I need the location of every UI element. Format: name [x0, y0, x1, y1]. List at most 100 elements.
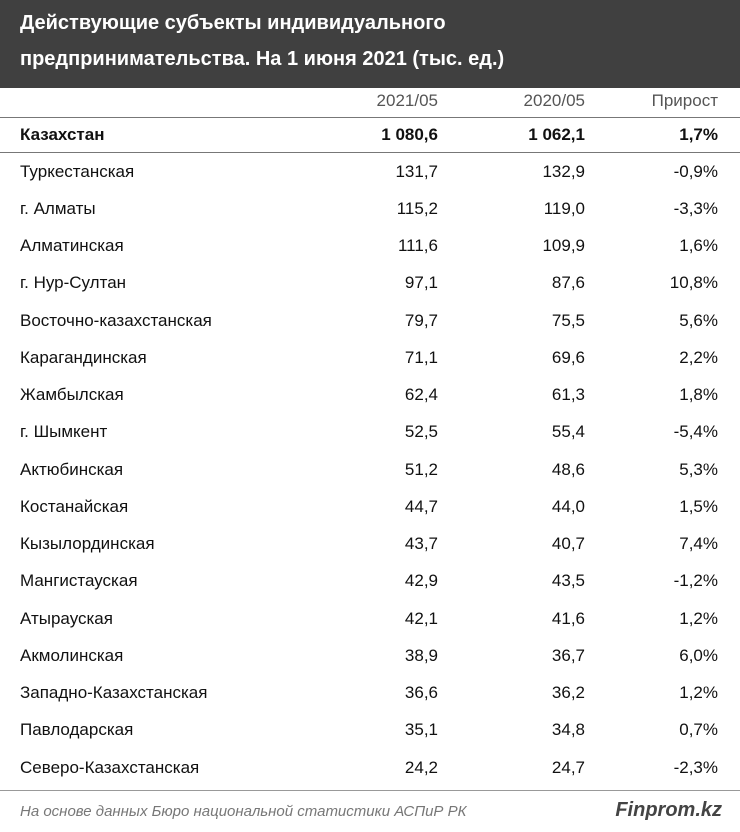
separator: [0, 152, 740, 153]
cell-value: -2,3%: [673, 757, 718, 777]
region-row: г. Шымкент 52,5 55,4 -5,4%: [0, 414, 740, 451]
cell-value: 69,6: [551, 347, 585, 367]
cell-value: 48,6: [551, 459, 585, 479]
cell-value: 109,9: [542, 236, 585, 255]
region-row: Акмолинская 38,9 36,7 6,0%: [0, 637, 740, 674]
region-row: Жамбылская 62,4 61,3 1,8%: [0, 377, 740, 414]
cell-value: 55,4: [551, 422, 585, 442]
cell-value: 1,8%: [679, 385, 718, 404]
cell-value: 79,7: [404, 310, 438, 330]
region-row: Западно-Казахстанская 36,6 36,2 1,2%: [0, 675, 740, 712]
title-line: Действующие субъекты индивидуального: [20, 12, 446, 34]
cell-value: 62,4: [404, 385, 438, 404]
footer: На основе данных Бюро национальной стати…: [0, 790, 740, 832]
cell-value: 51,2: [404, 459, 438, 479]
region-name: Павлодарская: [20, 720, 134, 740]
region-row: Актюбинская 51,2 48,6 5,3%: [0, 451, 740, 488]
column-header-row: 2021/05 2020/05 Прирост: [0, 82, 740, 119]
cell-value: 87,6: [551, 273, 585, 293]
region-name: Актюбинская: [20, 459, 124, 479]
region-name: Карагандинская: [20, 347, 147, 367]
source-note: На основе данных Бюро национальной стати…: [20, 803, 467, 820]
region-row: Алматинская 111,6 109,9 1,6%: [0, 228, 740, 265]
cell-value: 7,4%: [679, 534, 718, 553]
cell-value: 2,2%: [679, 347, 718, 367]
region-row: Костанайская 44,7 44,0 1,5%: [0, 488, 740, 525]
region-row: г. Алматы 115,2 119,0 -3,3%: [0, 190, 740, 227]
cell-value: 24,2: [404, 757, 438, 777]
cell-value: 75,5: [551, 310, 585, 330]
region-name: Туркестанская: [20, 161, 135, 181]
region-name: г. Нур-Султан: [20, 273, 127, 293]
cell-value: 38,9: [404, 645, 438, 665]
cell-value: 111,6: [397, 236, 438, 255]
region-name: Жамбылская: [20, 385, 124, 404]
region-name: Восточно-казахстанская: [20, 310, 212, 330]
cell-value: -0,9%: [673, 161, 718, 181]
column-header: 2021/05: [376, 90, 438, 110]
region-name: Казахстан: [20, 124, 105, 144]
cell-value: 115,2: [396, 198, 438, 218]
cell-value: -1,2%: [673, 571, 718, 591]
cell-value: 1 062,1: [528, 124, 585, 144]
cell-value: 10,8%: [669, 273, 718, 293]
cell-value: 1,6%: [679, 236, 718, 255]
cell-value: 1,2%: [679, 683, 718, 702]
cell-value: 5,6%: [679, 310, 718, 330]
header: Действующие субъекты индивидуального пре…: [0, 0, 740, 88]
cell-value: 131,7: [395, 161, 438, 181]
region-row: Карагандинская 71,1 69,6 2,2%: [0, 339, 740, 376]
region-row: Туркестанская 131,7 132,9 -0,9%: [0, 153, 740, 190]
column-header: 2020/05: [523, 90, 585, 110]
cell-value: 40,7: [551, 534, 585, 553]
region-name: г. Шымкент: [20, 422, 108, 442]
region-name: Мангистауская: [20, 571, 138, 591]
cell-value: 132,9: [542, 161, 585, 181]
region-name: Северо-Казахстанская: [20, 757, 200, 777]
cell-value: 44,7: [404, 496, 438, 516]
cell-value: 34,8: [551, 720, 585, 740]
region-row: Мангистауская 42,9 43,5 -1,2%: [0, 563, 740, 600]
cell-value: 42,9: [404, 571, 438, 591]
cell-value: 6,0%: [679, 645, 718, 665]
cell-value: 119,0: [543, 198, 585, 218]
column-header: Прирост: [651, 90, 718, 110]
region-row: г. Нур-Султан 97,1 87,6 10,8%: [0, 265, 740, 302]
region-row: Северо-Казахстанская 24,2 24,7 -2,3%: [0, 749, 740, 786]
cell-value: 1,7%: [679, 124, 718, 144]
region-row: Восточно-казахстанская 79,7 75,5 5,6%: [0, 302, 740, 339]
cell-value: 1,2%: [679, 608, 718, 628]
cell-value: 5,3%: [679, 459, 718, 479]
cell-value: 43,7: [404, 534, 438, 553]
cell-value: 44,0: [551, 496, 585, 516]
cell-value: 0,7%: [679, 720, 718, 740]
region-name: Кызылординская: [20, 534, 155, 553]
cell-value: 36,2: [551, 683, 585, 702]
cell-value: 1 080,6: [381, 124, 438, 144]
cell-value: 71,1: [404, 347, 438, 367]
cell-value: -3,3%: [673, 198, 718, 218]
cell-value: 61,3: [551, 385, 585, 404]
brand: Finprom.kz: [615, 799, 722, 821]
title-line: предпринимательства. На 1 июня 2021 (тыс…: [20, 48, 505, 70]
total-row: Казахстан 1 080,6 1 062,1 1,7%: [0, 116, 740, 153]
cell-value: 36,7: [551, 645, 585, 665]
region-row: Павлодарская 35,1 34,8 0,7%: [0, 712, 740, 749]
cell-value: 52,5: [404, 422, 438, 442]
region-name: г. Алматы: [20, 198, 96, 218]
cell-value: 42,1: [404, 608, 438, 628]
region-name: Алматинская: [20, 236, 124, 255]
cell-value: -5,4%: [673, 422, 718, 442]
cell-value: 43,5: [551, 571, 585, 591]
cell-value: 35,1: [404, 720, 438, 740]
cell-value: 1,5%: [679, 496, 718, 516]
region-name: Акмолинская: [20, 645, 124, 665]
region-name: Атырауская: [20, 608, 113, 628]
region-name: Костанайская: [20, 496, 129, 516]
cell-value: 36,6: [404, 683, 438, 702]
region-name: Западно-Казахстанская: [20, 683, 208, 702]
separator: [0, 117, 740, 118]
cell-value: 97,1: [404, 273, 438, 293]
region-row: Кызылординская 43,7 40,7 7,4%: [0, 526, 740, 563]
